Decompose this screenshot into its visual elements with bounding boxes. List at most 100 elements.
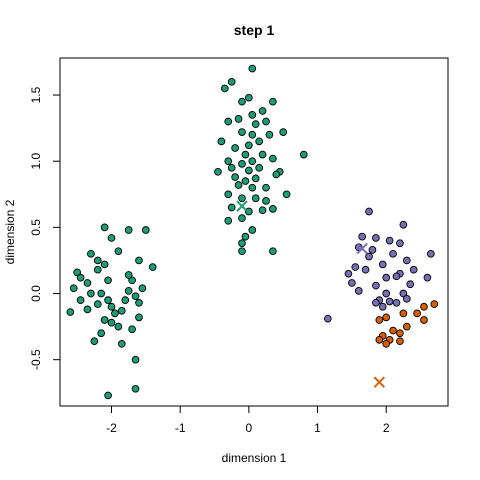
centroid-marker [236, 200, 248, 212]
y-tick-label: 0.0 [29, 285, 43, 302]
data-point [389, 249, 397, 258]
data-point [402, 294, 411, 303]
data-point [402, 322, 411, 331]
data-point [238, 97, 246, 106]
data-point [430, 300, 439, 308]
data-point [365, 207, 373, 216]
data-point [269, 204, 277, 213]
x-tick-label: -2 [106, 421, 117, 435]
data-point [231, 173, 239, 181]
data-point [234, 115, 243, 123]
data-point [351, 263, 360, 271]
data-point [399, 309, 408, 318]
x-axis-label: dimension 1 [222, 451, 287, 465]
data-point [214, 167, 222, 176]
data-point [382, 273, 391, 282]
centroid-marker [356, 242, 368, 255]
data-point [420, 316, 428, 324]
centroid-markers [236, 200, 386, 388]
data-point [402, 256, 411, 265]
data-point [141, 226, 150, 234]
data-point [279, 128, 288, 136]
data-point [265, 130, 274, 139]
data-point [426, 249, 435, 258]
data-point [131, 384, 140, 393]
y-axis: -0.5 0.0 0.5 1.0 1.5 [29, 86, 61, 370]
data-point [66, 308, 75, 316]
data-point [354, 287, 363, 295]
data-point [269, 97, 277, 106]
data-point [244, 207, 253, 216]
data-point [100, 260, 109, 269]
data-point [299, 150, 308, 159]
data-point [234, 181, 243, 189]
data-point [97, 289, 106, 298]
data-point [76, 273, 85, 282]
data-point [399, 289, 408, 298]
data-point [224, 190, 233, 199]
data-point [244, 141, 253, 150]
x-tick-label: 1 [314, 421, 321, 435]
data-point [251, 120, 260, 129]
data-point [248, 183, 257, 192]
data-point [69, 284, 78, 293]
chart-title: step 1 [234, 22, 275, 38]
data-point [124, 287, 133, 295]
data-point [227, 77, 236, 86]
data-point [348, 279, 356, 287]
data-point [344, 269, 353, 278]
data-point [396, 329, 404, 338]
data-point [124, 226, 133, 234]
data-point [382, 313, 391, 322]
data-point [97, 329, 106, 338]
data-point [73, 268, 82, 277]
data-point [114, 247, 123, 256]
data-point [83, 305, 92, 314]
data-point [368, 246, 377, 254]
data-point [224, 216, 233, 225]
data-point [255, 163, 264, 172]
data-point [114, 322, 123, 331]
data-point [117, 306, 126, 315]
data-point [361, 265, 370, 274]
data-point [382, 339, 391, 348]
data-point [255, 137, 264, 146]
data-point [385, 297, 394, 306]
data-point [135, 256, 143, 265]
data-point [282, 190, 291, 199]
data-point [372, 281, 380, 290]
data-point [131, 292, 140, 301]
data-point [244, 166, 253, 175]
data-point [269, 154, 277, 163]
data-point [375, 316, 384, 324]
data-point [83, 279, 92, 287]
data-point [378, 302, 387, 311]
data-point [423, 273, 432, 282]
data-point [217, 137, 226, 146]
data-point [148, 263, 157, 271]
data-point [248, 111, 257, 119]
data-point [238, 160, 246, 168]
data-point [135, 298, 143, 307]
y-tick-label: -0.5 [29, 349, 43, 370]
x-tick-label: -1 [175, 421, 186, 435]
data-point [107, 318, 116, 327]
data-point [87, 289, 95, 298]
data-point [392, 298, 401, 307]
y-tick-label: 1.0 [29, 153, 43, 170]
data-point [76, 296, 85, 304]
data-point [90, 337, 99, 346]
centroid-marker [373, 376, 386, 388]
data-point [323, 314, 332, 323]
data-point [372, 234, 380, 242]
y-tick-label: 1.5 [29, 86, 43, 103]
data-point [375, 335, 384, 344]
data-point [248, 157, 257, 166]
data-point [241, 150, 250, 159]
data-point [104, 296, 112, 304]
x-tick-label: 2 [383, 421, 390, 435]
data-point [413, 309, 421, 318]
data-point [111, 309, 119, 318]
data-point [100, 223, 109, 232]
